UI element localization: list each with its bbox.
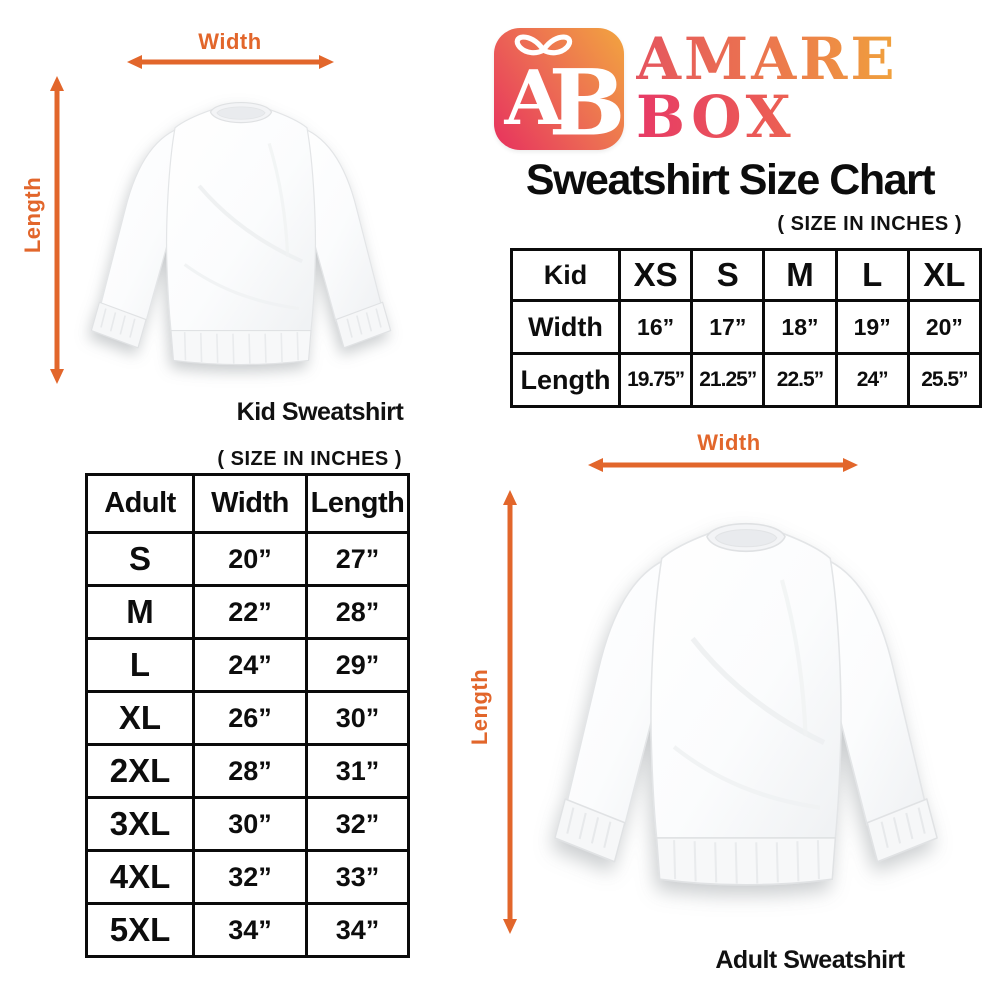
value-cell: 32” [192, 849, 308, 905]
brand-name-line2: BOX [636, 83, 796, 151]
size-label-cell: S [85, 531, 195, 587]
value-cell: 20” [906, 299, 983, 355]
table-row: 5XL 34” 34” [85, 902, 410, 958]
value-cell: 26” [192, 690, 308, 746]
header-cell: XS [617, 248, 694, 302]
adult-size-note: ( SIZE IN INCHES ) [217, 448, 402, 470]
table-row: L 24” 29” [85, 637, 410, 693]
header-cell: XL [906, 248, 983, 302]
adult-length-arrow-icon [503, 490, 517, 934]
table-row: 2XL 28” 31” [85, 743, 410, 799]
adult-sweatshirt-image [520, 476, 972, 942]
value-cell: 28” [192, 743, 308, 799]
brand-monogram-b: B [549, 50, 624, 150]
value-cell: 19.75” [617, 352, 694, 408]
table-row: Width 16” 17” 18” 19” 20” [510, 299, 983, 355]
kid-figure-caption: Kid Sweatshirt [236, 398, 404, 426]
adult-width-label: Width [697, 430, 761, 455]
value-cell: 16” [617, 299, 694, 355]
table-row: Length 19.75” 21.25” 22.5” 24” 25.5” [510, 352, 983, 408]
value-cell: 24” [834, 352, 910, 408]
header-cell: Width [192, 473, 308, 534]
header-cell: M [762, 248, 838, 302]
adult-figure-caption: Adult Sweatshirt [715, 946, 905, 974]
value-cell: 17” [690, 299, 766, 355]
brand-monogram-a: A [503, 53, 564, 142]
size-label-cell: L [85, 637, 195, 693]
value-cell: 28” [305, 584, 410, 640]
value-cell: 30” [305, 690, 410, 746]
table-row: 4XL 32” 33” [85, 849, 410, 905]
value-cell: 34” [305, 902, 410, 958]
table-row: Adult Width Length [85, 473, 410, 534]
adult-length-label: Length [467, 668, 492, 746]
size-label-cell: Width [510, 299, 621, 355]
value-cell: 21.25” [690, 352, 766, 408]
size-label-cell: 5XL [85, 902, 195, 958]
brand-logo-icon: A B [494, 28, 625, 156]
table-row: Kid XS S M L XL [510, 248, 983, 302]
size-label-cell: 4XL [85, 849, 195, 905]
value-cell: 31” [305, 743, 410, 799]
value-cell: 32” [305, 796, 410, 852]
kid-length-label: Length [20, 176, 45, 254]
table-row: 3XL 30” 32” [85, 796, 410, 852]
table-row: S 20” 27” [85, 531, 410, 587]
value-cell: 27” [305, 531, 410, 587]
header-cell: S [690, 248, 766, 302]
page-title: Sweatshirt Size Chart [525, 156, 936, 204]
header-cell: Length [305, 473, 410, 534]
value-cell: 22” [192, 584, 308, 640]
table-row: XL 26” 30” [85, 690, 410, 746]
brand-name-line1: AMARE [636, 25, 898, 93]
value-cell: 19” [834, 299, 910, 355]
value-cell: 22.5” [762, 352, 838, 408]
size-label-cell: M [85, 584, 195, 640]
size-label-cell: Length [510, 352, 621, 408]
size-label-cell: 3XL [85, 796, 195, 852]
value-cell: 20” [192, 531, 308, 587]
size-label-cell: XL [85, 690, 195, 746]
value-cell: 24” [192, 637, 308, 693]
kid-size-table: Kid XS S M L XL Width 16” 17” 18” 19” 20” Length 19.7… [510, 248, 983, 408]
value-cell: 30” [192, 796, 308, 852]
adult-width-arrow-icon [588, 458, 858, 472]
value-cell: 29” [305, 637, 410, 693]
header-cell: Adult [85, 473, 195, 534]
value-cell: 33” [305, 849, 410, 905]
value-cell: 18” [762, 299, 838, 355]
adult-size-table: Adult Width Length S 20” 27” M 22” 28” L 24” 29” XL 2… [85, 473, 410, 958]
table-row: M 22” 28” [85, 584, 410, 640]
kid-width-label: Width [198, 29, 262, 54]
kid-size-note: ( SIZE IN INCHES ) [777, 213, 962, 235]
kid-sweatshirt-image [64, 68, 418, 406]
kid-width-arrow-icon [127, 55, 334, 69]
size-label-cell: 2XL [85, 743, 195, 799]
value-cell: 25.5” [906, 352, 983, 408]
kid-length-arrow-icon [50, 76, 64, 384]
value-cell: 34” [192, 902, 308, 958]
header-cell: L [834, 248, 910, 302]
header-cell: Kid [510, 248, 621, 302]
